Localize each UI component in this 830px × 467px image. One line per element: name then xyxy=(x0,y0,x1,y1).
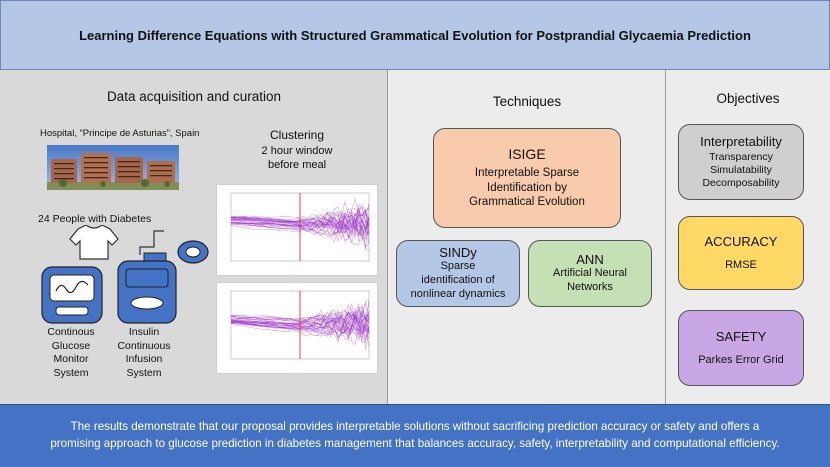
sindy-box: SINDy Sparse identification of nonlinear… xyxy=(396,240,520,307)
interpretability-title: Interpretability xyxy=(700,133,782,149)
hospital-label: Hospital, “Principe de Asturias”, Spain xyxy=(40,128,200,139)
cgm-device-icon xyxy=(41,266,103,324)
insulin-line-1: Insulin xyxy=(128,326,160,338)
sindy-line-1: Sparse xyxy=(440,260,476,273)
page-title: Learning Difference Equations with Struc… xyxy=(79,27,751,43)
ann-title: ANN xyxy=(576,252,604,268)
sindy-line-3: nonlinear dynamics xyxy=(410,287,506,300)
isige-line-3: Grammatical Evolution xyxy=(469,196,585,209)
accuracy-box: ACCURACY RMSE xyxy=(678,216,804,290)
interpretability-line-2: Simulatability xyxy=(710,163,772,176)
interpretability-box: Interpretability Transparency Simulatabi… xyxy=(678,124,804,200)
ann-box: ANN Artificial Neural Networks xyxy=(528,240,652,307)
conclusion-footer: The results demonstrate that our proposa… xyxy=(0,404,830,467)
infusion-set-icon xyxy=(177,240,209,264)
insulin-line-2: Continuous xyxy=(117,339,171,352)
interpretability-line-3: Decomposability xyxy=(702,177,780,190)
interpretability-line-1: Transparency xyxy=(709,150,773,163)
conclusion-line-2: promising approach to glucose prediction… xyxy=(50,437,780,450)
safety-box: SAFETY Parkes Error Grid xyxy=(678,310,804,386)
safety-line-1: Parkes Error Grid xyxy=(698,353,784,366)
safety-title: SAFETY xyxy=(715,328,767,344)
ann-line-1: Artificial Neural xyxy=(553,267,627,280)
glucose-plot-1-svg xyxy=(230,192,370,262)
insulin-line-3: Infusion xyxy=(125,353,163,366)
devices-illustration xyxy=(41,225,209,324)
accuracy-line-1: RMSE xyxy=(725,258,757,271)
techniques-panel: Techniques ISIGE Interpretable Sparse Id… xyxy=(388,70,666,404)
glucose-plot-1 xyxy=(216,184,378,276)
cgm-label: Continous Glucose Monitor System xyxy=(36,326,106,381)
isige-box: ISIGE Interpretable Sparse Identificatio… xyxy=(433,128,621,228)
sindy-line-2: identification of xyxy=(421,274,495,287)
techniques-heading: Techniques xyxy=(492,94,562,109)
data-panel-heading: Data acquisition and curation xyxy=(106,89,282,104)
data-panel: Data acquisition and curation Hospital, … xyxy=(0,70,388,404)
objectives-heading: Objectives xyxy=(716,91,780,106)
clustering-line-2: 2 hour window xyxy=(261,144,333,157)
cgm-line-4: System xyxy=(53,366,89,379)
insulin-pump-icon xyxy=(117,252,177,324)
isige-line-2: Identification by xyxy=(487,181,567,194)
cgm-line-2: Glucose xyxy=(51,339,91,352)
ann-line-2: Networks xyxy=(567,281,613,293)
cgm-line-3: Monitor xyxy=(53,353,89,366)
people-label: 24 People with Diabetes xyxy=(38,213,152,225)
insulin-line-4: System xyxy=(126,366,162,379)
accuracy-title: ACCURACY xyxy=(704,233,778,249)
clustering-title: Clustering xyxy=(269,128,325,142)
glucose-plot-2 xyxy=(216,282,378,374)
conclusion-line-1: The results demonstrate that our proposa… xyxy=(70,420,760,434)
clustering-line-3: before meal xyxy=(267,158,327,171)
hospital-photo xyxy=(47,145,179,190)
objectives-panel: Objectives Interpretability Transparency… xyxy=(666,70,830,404)
tshirt-icon xyxy=(69,225,119,260)
title-bar: Learning Difference Equations with Struc… xyxy=(0,0,830,70)
isige-line-1: Interpretable Sparse xyxy=(474,167,580,180)
sindy-title: SINDy xyxy=(439,245,477,261)
clustering-label: Clustering 2 hour window before meal xyxy=(228,128,366,172)
insulin-label: Insulin Continuous Infusion System xyxy=(106,326,182,381)
glucose-plot-2-svg xyxy=(230,290,370,360)
cgm-line-1: Continous xyxy=(47,326,95,338)
isige-title: ISIGE xyxy=(508,146,546,163)
